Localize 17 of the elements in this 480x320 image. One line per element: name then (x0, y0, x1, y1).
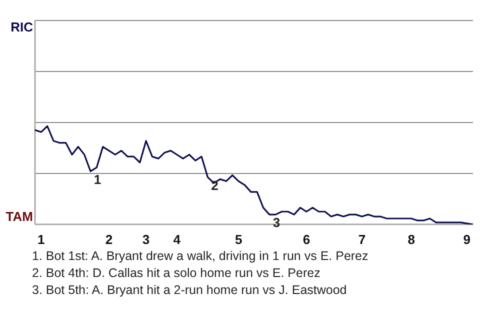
annotation: 1 (94, 172, 102, 187)
x-tick-label: 3 (142, 232, 150, 247)
x-tick-label: 8 (408, 232, 415, 247)
text: 1. Bot 1st: A. Bryant drew a walk, driving in 1 run vs E. Perez (32, 248, 370, 265)
text: TAM (6, 208, 33, 224)
x-tick-label: 1 (38, 232, 45, 247)
text: 2. Bot 4th: D. Callas hit a solo home run vs E. Perez (32, 265, 322, 282)
text: 3. Bot 5th: A. Bryant hit a 2-run home run vs J. Eastwood (32, 282, 348, 299)
x-tick-label: 9 (463, 232, 470, 247)
annotation: 2 (211, 178, 218, 193)
annotation: 3 (272, 215, 280, 230)
x-tick-label: 6 (302, 232, 310, 247)
x-tick-label: 4 (173, 232, 182, 247)
x-tick-label: 2 (105, 232, 113, 247)
x-tick-label: 7 (358, 232, 366, 247)
x-tick-label: 5 (234, 232, 242, 247)
text: RIC (10, 20, 34, 35)
